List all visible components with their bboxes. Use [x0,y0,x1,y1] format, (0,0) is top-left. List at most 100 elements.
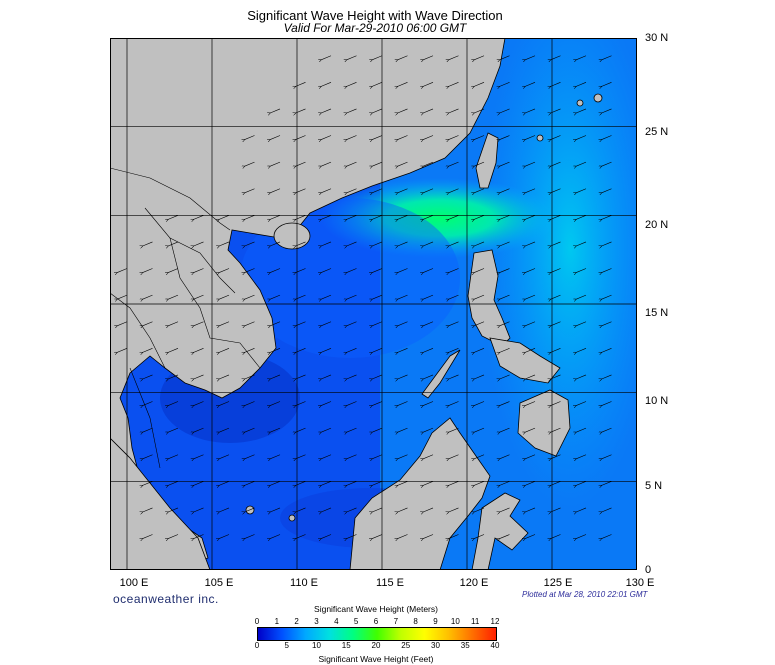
lat-label-10n: 10 N [645,395,669,407]
wave-arrow [397,82,408,86]
wave-arrow [601,374,612,379]
wave-arrow [499,188,510,193]
wave-arrow [244,481,255,485]
wave-arrow [423,268,434,273]
lon-label-105e: 105 E [204,577,234,589]
wave-arrow [550,108,561,113]
wave-arrow [244,401,255,406]
wave-arrow [601,82,612,86]
wave-arrow [193,294,204,299]
wave-arrow [346,507,357,512]
meter-tick: 5 [353,617,359,626]
meter-tick: 12 [490,617,500,626]
wave-arrow [117,348,128,352]
wave-arrow [117,268,128,273]
meter-tick: 2 [294,617,299,626]
meter-tick: 9 [433,617,438,626]
wave-arrow [576,108,587,113]
wave-arrow [372,215,383,219]
wave-arrow [219,348,230,352]
scale-title-feet: Significant Wave Height (Feet) [318,654,434,664]
wave-arrow [270,268,281,273]
wave-arrow [525,481,536,485]
wave-arrow [346,108,357,113]
wave-arrow [346,215,357,219]
wave-arrow [270,534,281,539]
wave-arrow [372,401,383,406]
wave-arrow [550,55,561,60]
wave-arrow [270,321,281,326]
wave-arrow [448,427,459,432]
wave-arrow [244,215,255,219]
wave-arrow [550,135,561,140]
wave-arrow [168,401,179,406]
wave-arrow [576,427,587,432]
feet-tick: 10 [312,641,321,650]
wave-arrow [525,135,536,140]
wave-arrow [448,108,459,113]
wave-arrow [576,481,587,485]
feet-tick: 5 [284,641,289,650]
wave-arrow [601,268,612,273]
wave-arrow [244,135,255,140]
wave-arrow [244,507,255,512]
wave-arrow [219,268,230,273]
wave-arrow [372,55,383,60]
wave-arrow [219,401,230,406]
wave-arrow [499,82,510,86]
wave-arrow [601,294,612,299]
small-island [576,99,584,107]
lat-label-30n: 30 N [645,32,669,44]
wave-arrow [295,135,306,140]
wave-arrow [423,374,434,379]
meter-tick: 3 [314,617,319,626]
wave-arrow [474,135,485,140]
wave-arrow [474,161,485,166]
wave-arrow [550,454,561,459]
wave-arrow [193,534,204,539]
wave-arrow [346,534,357,539]
wave-arrow [372,82,383,86]
wave-arrow [346,427,357,432]
wave-arrow [346,294,357,299]
wave-arrow [448,294,459,299]
wave-arrow [499,55,510,60]
luzon-island [467,249,511,347]
wave-arrow [219,427,230,432]
wave-arrow [219,294,230,299]
wave-arrow [525,348,536,352]
wave-arrow [295,427,306,432]
wave-arrow [525,401,536,406]
wave-arrow [550,294,561,299]
hainan-island [273,222,311,250]
chart-title: Significant Wave Height with Wave Direct… [247,8,503,23]
wave-arrow [550,374,561,379]
sulawesi-island [471,492,529,570]
wave-arrow [576,348,587,352]
wave-arrow [168,241,179,246]
feet-tick: 35 [460,641,470,650]
wave-arrow [244,268,255,273]
wave-arrow [193,241,204,246]
wave-arrow [576,374,587,379]
wave-arrow [576,161,587,166]
wave-arrow [372,188,383,193]
wave-arrow [270,348,281,352]
wave-arrow [397,321,408,326]
wave-arrow [448,268,459,273]
wave-arrow [448,215,459,219]
wave-arrow [423,215,434,219]
wave-arrow [423,294,434,299]
wave-arrow [550,534,561,539]
wave-arrow [601,401,612,406]
wave-arrow [474,321,485,326]
wave-arrow [397,55,408,60]
wave-arrow [601,215,612,219]
lat-label-15n: 15 N [645,307,669,319]
wave-arrow [397,241,408,246]
wave-arrow [346,55,357,60]
wave-height-colorbar [257,627,497,641]
wave-arrow [448,481,459,485]
wave-arrow [346,82,357,86]
wave-arrow [499,241,510,246]
